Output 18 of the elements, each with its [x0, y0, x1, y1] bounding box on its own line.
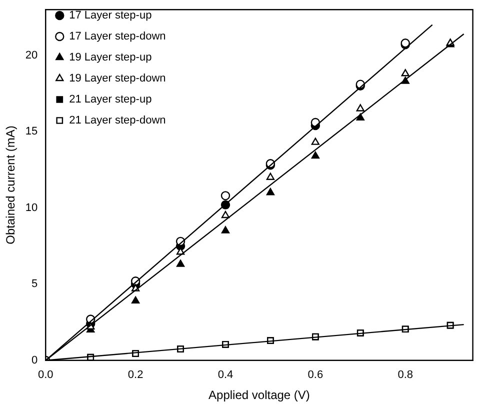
x-tick-label: 0.0: [38, 369, 54, 382]
x-tick-label: 0.6: [308, 369, 324, 382]
y-tick-label: 0: [32, 354, 38, 366]
y-tick-label: 15: [25, 126, 38, 138]
legend-label: 19 Layer step-up: [69, 52, 152, 64]
legend-label: 17 Layer step-up: [69, 10, 152, 22]
x-tick-label: 0.2: [128, 369, 144, 382]
legend-label: 21 Layer step-up: [69, 94, 152, 106]
x-tick-label: 0.4: [218, 369, 234, 382]
y-tick-label: 5: [32, 278, 38, 290]
y-tick-label: 20: [25, 49, 38, 62]
legend-label: 19 Layer step-down: [69, 72, 166, 85]
legend-label: 21 Layer step-down: [69, 114, 166, 127]
y-axis-title: Obtained current (mA): [4, 126, 18, 244]
x-tick-label: 0.8: [398, 369, 413, 382]
x-axis-title: Applied voltage (V): [208, 388, 310, 402]
y-tick-label: 10: [25, 202, 38, 214]
legend-label: 17 Layer step-down: [69, 30, 166, 43]
